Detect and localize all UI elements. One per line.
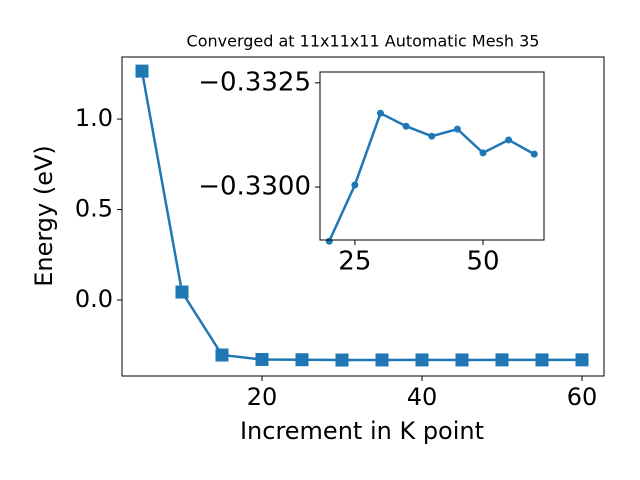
data-marker bbox=[479, 149, 487, 157]
data-marker bbox=[325, 237, 333, 245]
axes-frame bbox=[121, 56, 605, 377]
data-marker bbox=[455, 353, 469, 367]
data-marker bbox=[175, 285, 189, 299]
data-marker bbox=[255, 352, 269, 366]
data-marker bbox=[375, 353, 389, 367]
data-marker bbox=[295, 353, 309, 367]
chart-title: Converged at 11x11x11 Automatic Mesh 35 bbox=[187, 32, 540, 51]
y-axis-label: Energy (eV) bbox=[30, 145, 58, 287]
data-marker bbox=[535, 353, 549, 367]
x-tick-label: 60 bbox=[567, 383, 598, 411]
y-tick-label: −0.3325 bbox=[198, 67, 311, 97]
data-marker bbox=[530, 150, 538, 158]
y-tick-label: 0.0 bbox=[75, 285, 113, 313]
x-tick-label: 25 bbox=[338, 247, 371, 277]
data-marker bbox=[335, 353, 349, 367]
data-marker bbox=[453, 125, 461, 133]
data-marker bbox=[215, 348, 229, 362]
x-tick-label: 20 bbox=[247, 383, 278, 411]
data-marker bbox=[495, 353, 509, 367]
y-tick-label: 1.0 bbox=[75, 104, 113, 132]
data-marker bbox=[505, 136, 513, 144]
data-marker bbox=[415, 353, 429, 367]
y-tick-label: −0.3300 bbox=[198, 172, 311, 202]
data-marker bbox=[402, 122, 410, 130]
axes-frame bbox=[319, 71, 545, 241]
x-axis-label: Increment in K point bbox=[240, 417, 484, 445]
axes-background bbox=[320, 72, 544, 240]
data-marker bbox=[376, 109, 384, 117]
data-marker bbox=[351, 181, 359, 189]
x-tick-label: 40 bbox=[407, 383, 438, 411]
x-tick-label: 50 bbox=[466, 247, 499, 277]
data-line bbox=[140, 70, 583, 362]
data-marker bbox=[575, 353, 589, 367]
y-tick-label: 0.5 bbox=[75, 195, 113, 223]
data-marker bbox=[428, 132, 436, 140]
data-marker bbox=[135, 64, 149, 78]
